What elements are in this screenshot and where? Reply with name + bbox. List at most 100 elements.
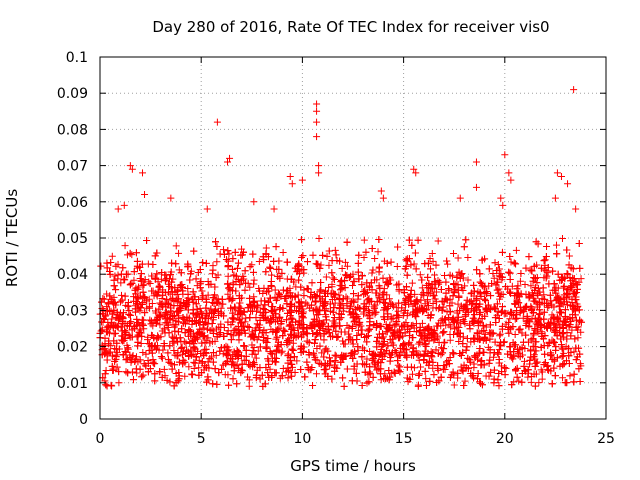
- data-point: [459, 333, 467, 341]
- data-point: [351, 317, 359, 325]
- data-point: [131, 305, 139, 313]
- data-point: [230, 348, 238, 356]
- data-point: [109, 366, 117, 374]
- data-point: [538, 295, 546, 303]
- data-point: [199, 259, 207, 267]
- data-point: [207, 280, 215, 288]
- data-point: [418, 319, 426, 327]
- data-point: [350, 318, 358, 326]
- data-point: [443, 358, 451, 366]
- data-point: [388, 326, 396, 334]
- data-point: [403, 271, 411, 279]
- data-point: [113, 345, 121, 353]
- data-point: [466, 298, 474, 306]
- data-point: [347, 272, 355, 280]
- data-point: [308, 279, 316, 287]
- data-point: [460, 303, 468, 311]
- data-point: [531, 284, 539, 292]
- data-point: [286, 321, 294, 329]
- data-point: [343, 262, 351, 270]
- data-point: [563, 301, 571, 309]
- data-point: [350, 290, 358, 298]
- data-point: [350, 277, 358, 285]
- data-point: [174, 286, 182, 294]
- data-point: [280, 326, 288, 334]
- data-point: [174, 308, 182, 316]
- data-point: [417, 363, 425, 371]
- data-point: [275, 291, 283, 299]
- data-point: [525, 253, 533, 261]
- data-point: [522, 331, 530, 339]
- data-point: [389, 314, 397, 322]
- data-point: [158, 373, 166, 381]
- data-point: [237, 369, 245, 377]
- data-point: [202, 364, 210, 372]
- data-point: [428, 280, 436, 288]
- data-point: [429, 257, 437, 265]
- data-point: [275, 314, 283, 322]
- data-point: [460, 382, 468, 390]
- data-point: [272, 310, 280, 318]
- data-point: [138, 320, 146, 328]
- data-point: [563, 335, 571, 343]
- data-point: [506, 343, 514, 351]
- data-point: [156, 313, 164, 321]
- data-point: [471, 305, 479, 313]
- data-point: [202, 345, 210, 353]
- data-point: [379, 341, 387, 349]
- data-point: [429, 364, 437, 372]
- data-point: [432, 346, 440, 354]
- data-point: [528, 307, 536, 315]
- data-point: [310, 349, 318, 357]
- data-point: [275, 265, 283, 273]
- data-point: [400, 289, 408, 297]
- data-point: [352, 369, 360, 377]
- data-point: [463, 305, 471, 313]
- data-point: [419, 332, 427, 340]
- data-point: [540, 342, 548, 350]
- data-point: [443, 257, 451, 265]
- data-point: [138, 300, 146, 308]
- data-point: [170, 302, 178, 310]
- data-point: [318, 321, 326, 329]
- data-point: [181, 329, 189, 337]
- data-point: [461, 377, 469, 385]
- data-point: [490, 366, 498, 374]
- data-point: [381, 304, 389, 312]
- data-point: [495, 370, 503, 378]
- data-point: [288, 325, 296, 333]
- data-point: [486, 346, 494, 354]
- data-point: [246, 263, 254, 271]
- data-point: [373, 366, 381, 374]
- data-point: [463, 343, 471, 351]
- data-point: [175, 368, 183, 376]
- data-point: [318, 295, 326, 303]
- data-point: [307, 288, 315, 296]
- data-point: [386, 357, 394, 365]
- data-point: [402, 319, 410, 327]
- data-point: [337, 358, 345, 366]
- data-point: [253, 320, 261, 328]
- data-point: [257, 297, 265, 305]
- data-point: [531, 326, 539, 334]
- data-point: [313, 260, 321, 268]
- data-point: [233, 380, 241, 388]
- data-point: [241, 286, 249, 294]
- data-point: [124, 298, 132, 306]
- data-point: [445, 314, 453, 322]
- data-point: [535, 306, 543, 314]
- data-point: [385, 295, 393, 303]
- data-point: [446, 302, 454, 310]
- data-point: [349, 282, 357, 290]
- data-point: [394, 334, 402, 342]
- data-point: [394, 243, 402, 251]
- data-point: [576, 360, 584, 368]
- data-point: [383, 291, 391, 299]
- data-point: [240, 341, 248, 349]
- data-point: [259, 305, 267, 313]
- data-point: [131, 286, 139, 294]
- data-point: [118, 313, 126, 321]
- data-point: [99, 295, 107, 303]
- data-point: [148, 272, 156, 280]
- data-point: [481, 334, 489, 342]
